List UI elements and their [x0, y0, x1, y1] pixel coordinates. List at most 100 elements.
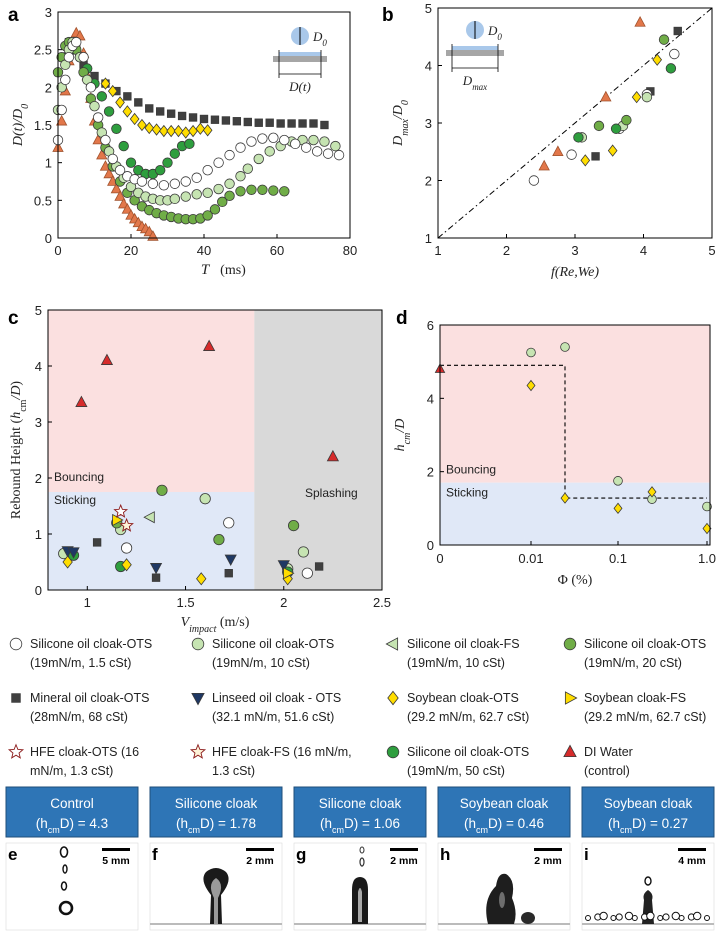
data-point	[202, 124, 213, 137]
data-point	[151, 573, 161, 582]
y-tick-label: 4	[35, 359, 42, 374]
data-point	[243, 117, 252, 127]
data-point	[120, 542, 133, 554]
data-point	[314, 562, 324, 571]
data-point	[224, 554, 237, 567]
y-axis-label: Dmax/D0	[391, 100, 411, 147]
data-point	[319, 136, 330, 147]
data-point	[199, 114, 209, 124]
data-point	[308, 134, 319, 146]
legend-marker	[189, 743, 207, 759]
axes-frame	[437, 7, 713, 239]
data-point	[177, 111, 187, 121]
data-point	[173, 124, 184, 138]
data-point	[279, 186, 290, 197]
data-point	[191, 172, 202, 183]
data-point	[224, 190, 235, 202]
data-point	[702, 501, 712, 512]
photo-panel-g: Silicone cloak(hcmD) = 1.06g 2 mm	[293, 786, 427, 931]
x-tick-label: 1	[84, 595, 91, 610]
x-tick-label: 5	[708, 243, 715, 258]
data-point	[144, 121, 155, 135]
y-tick-label: 4	[427, 391, 434, 406]
droplet	[58, 900, 74, 916]
scale-label: 5 mm	[102, 855, 129, 867]
data-point	[169, 148, 181, 159]
splash-droplet	[631, 915, 638, 921]
splashing-label: Splashing	[305, 486, 358, 500]
data-point	[122, 105, 133, 118]
data-point	[673, 26, 682, 36]
data-point	[287, 519, 300, 532]
data-point	[103, 106, 115, 117]
x-tick-label: 0.01	[518, 551, 543, 566]
y-tick-label: 0	[35, 583, 42, 598]
data-point	[322, 148, 334, 159]
data-point	[607, 144, 618, 157]
data-point	[134, 98, 143, 107]
legend-name: Linseed oil cloak - OTS	[212, 691, 341, 705]
legend-props: (19mN/m, 10 cSt)	[212, 656, 310, 670]
data-point	[191, 189, 202, 200]
data-point	[647, 486, 657, 498]
panel-label-f: f	[152, 845, 158, 864]
y-tick-label: 1.5	[34, 118, 52, 133]
data-point	[184, 138, 195, 150]
splash-droplet	[610, 915, 617, 921]
y-tick-label: 6	[427, 318, 434, 333]
legend: Silicone oil cloak-OTS (19mN/m, 1.5 cSt) S…	[7, 637, 706, 778]
splash-droplet	[657, 915, 664, 921]
bouncing-label: Bouncing	[446, 463, 496, 477]
droplet-highlight	[499, 892, 505, 908]
data-point	[573, 132, 584, 143]
legend-name: DI Water	[584, 745, 633, 759]
legend-marker	[563, 744, 577, 758]
scale-bar	[534, 848, 562, 851]
data-point	[613, 476, 623, 486]
x-tick-label: 60	[270, 243, 284, 258]
data-point	[290, 138, 301, 150]
data-point	[169, 178, 181, 189]
data-point	[143, 511, 155, 524]
photo-title-box	[149, 786, 283, 838]
scale-bar	[246, 848, 274, 851]
data-point	[235, 171, 246, 182]
base-label: D(t)	[288, 79, 311, 94]
legend-name: Mineral oil cloak-OTS	[30, 691, 149, 705]
data-point	[121, 558, 132, 572]
data-point	[613, 502, 623, 515]
base-label: Dmax	[462, 73, 487, 92]
photo-title: Soybean cloak	[460, 796, 549, 811]
photo-title-box	[5, 786, 139, 838]
data-point	[301, 567, 313, 579]
legend-props: mN/m, 1.3 cSt)	[30, 764, 113, 778]
data-point	[55, 114, 68, 126]
data-point	[277, 560, 290, 572]
data-point	[213, 157, 224, 168]
data-point	[180, 176, 191, 187]
data-point	[580, 154, 591, 167]
data-point	[634, 16, 646, 27]
sticking-label: Sticking	[446, 486, 488, 500]
drop-label: D0	[312, 29, 327, 48]
scale-label: 2 mm	[390, 855, 417, 867]
data-point	[621, 114, 632, 126]
data-point	[162, 157, 173, 168]
data-point	[107, 153, 118, 165]
photo-panel-f: Silicone cloak(hcmD) = 1.78f 2 mm	[149, 786, 283, 931]
sticking-label: Sticking	[54, 493, 96, 507]
photo-panel-h: Soybean cloak(hcmD) = 0.46h 2 mm	[437, 786, 571, 931]
droplet-highlight	[358, 888, 362, 922]
data-point	[129, 112, 140, 126]
data-point	[610, 123, 622, 134]
x-axis-label: Φ (%)	[558, 573, 593, 588]
x-tick-label: 4	[640, 243, 647, 258]
legend-props: (29.2 mN/m, 62.7 cSt)	[407, 710, 529, 724]
data-point	[566, 149, 577, 160]
data-point	[100, 353, 114, 365]
data-point	[166, 124, 176, 138]
data-point	[85, 82, 97, 93]
bouncing-label: Bouncing	[54, 470, 104, 484]
data-point	[526, 379, 536, 392]
data-point	[149, 563, 163, 575]
